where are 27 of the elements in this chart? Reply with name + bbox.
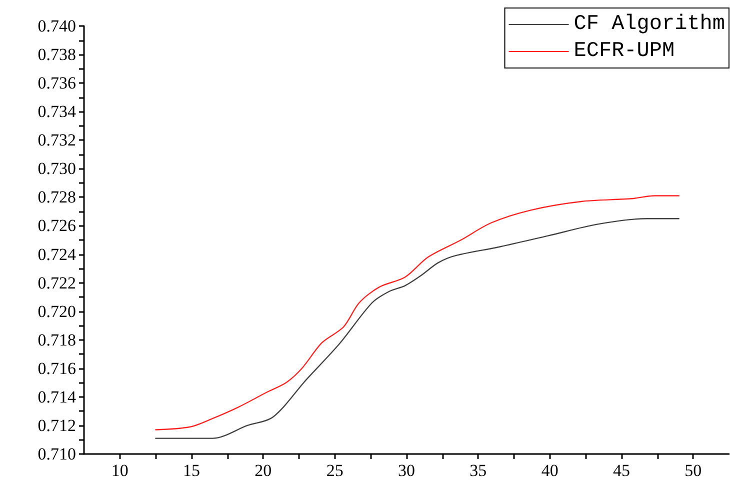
y-tick-label: 0.726 [38,216,76,236]
x-tick-label: 35 [470,461,487,480]
x-tick-label: 15 [183,461,200,480]
y-tick-label: 0.732 [38,130,76,150]
x-tick-label: 40 [541,461,558,480]
x-tick-label: 20 [254,461,272,480]
y-tick-label: 0.722 [38,273,76,292]
y-tick-label: 0.736 [38,74,76,93]
x-tick-label: 30 [398,461,415,480]
legend-label: ECFR-UPM [574,40,675,63]
y-tick-label: 0.710 [38,444,76,464]
y-tick-label: 0.714 [38,387,76,406]
x-tick-label: 45 [613,461,630,480]
y-tick-label: 0.728 [38,188,76,207]
x-tick-label: 10 [111,461,128,480]
legend-label: CF Algorithm [574,13,726,36]
x-tick-label: 50 [684,461,702,480]
x-tick-label: 25 [326,461,344,480]
y-tick-label: 0.716 [38,358,76,378]
y-tick-label: 0.724 [38,244,76,264]
y-tick-label: 0.730 [38,159,76,178]
y-tick-label: 0.712 [38,416,76,435]
y-tick-label: 0.718 [38,330,76,350]
y-tick-label: 0.720 [38,302,76,321]
y-tick-label: 0.734 [38,102,76,122]
y-tick-label: 0.740 [38,16,76,36]
y-tick-label: 0.738 [38,45,76,64]
